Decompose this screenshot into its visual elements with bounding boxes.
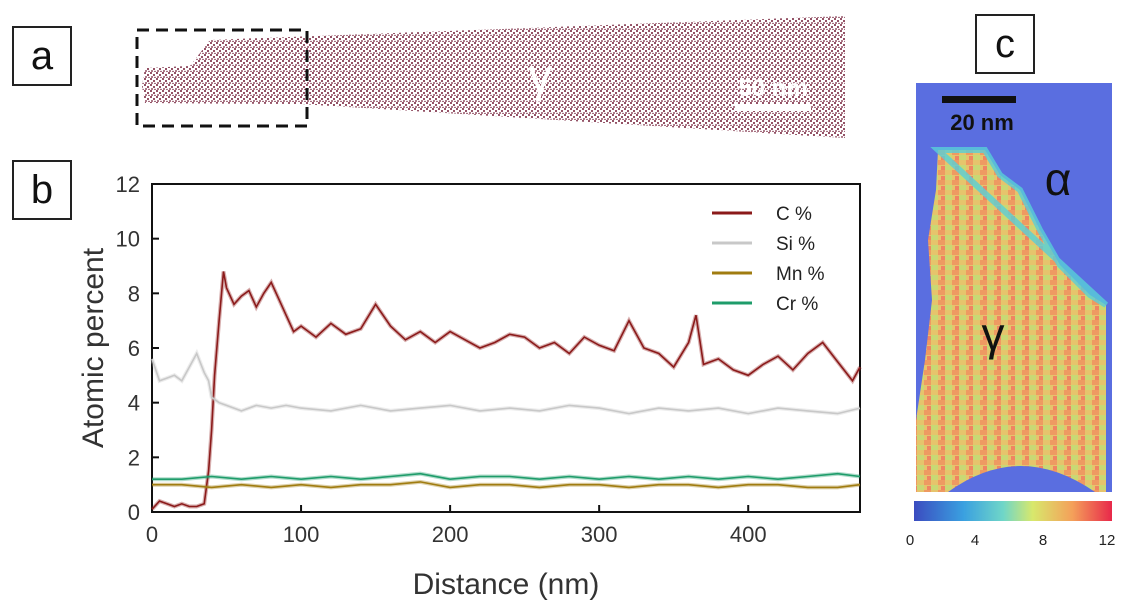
y-axis-ticks: 0 2 4 6 8 10 12 xyxy=(116,172,159,525)
series-band-si xyxy=(150,348,861,416)
x-tick-label: 400 xyxy=(730,522,767,547)
atom-map-needle xyxy=(142,16,845,138)
y-axis-label: Atomic percent xyxy=(77,247,110,448)
panel-b-letter: b xyxy=(30,167,54,212)
colorbar xyxy=(914,501,1112,521)
series-line-c xyxy=(151,271,861,510)
series-lines xyxy=(150,271,862,511)
colorbar-tick-0: 0 xyxy=(906,532,914,549)
colorbar-tick-8: 8 xyxy=(1039,532,1047,549)
scale-bar-50nm xyxy=(735,104,811,111)
panel-a-reconstruction: γ 50 nm xyxy=(135,16,845,138)
gamma-phase-label: γ xyxy=(529,50,552,102)
panel-label-a: a xyxy=(12,26,72,86)
alpha-phase-label: α xyxy=(1045,153,1072,205)
x-tick-label: 300 xyxy=(581,522,618,547)
series-band-c xyxy=(150,271,862,511)
panel-a-letter: a xyxy=(30,33,54,78)
y-tick-label: 0 xyxy=(128,500,140,525)
y-tick-label: 2 xyxy=(128,445,140,470)
y-tick-label: 10 xyxy=(116,227,140,252)
gamma-phase-label-c: γ xyxy=(982,308,1005,360)
x-tick-label: 100 xyxy=(283,522,320,547)
panel-b-chart: 0 100 200 300 400 0 2 4 6 8 10 12 Distance (nm) At… xyxy=(77,172,862,601)
series-line-mn xyxy=(152,481,861,489)
x-tick-label: 200 xyxy=(432,522,469,547)
map-bottom-cutout xyxy=(948,466,1095,492)
x-axis-ticks: 0 100 200 300 400 xyxy=(146,505,767,547)
chart-legend: C % Si % Mn % Cr % xyxy=(712,204,825,315)
gamma-region xyxy=(916,150,1106,492)
colorbar-tick-12: 12 xyxy=(1099,532,1116,549)
series-line-cr xyxy=(152,472,861,481)
legend-label-cr: Cr % xyxy=(776,294,818,315)
panel-c-letter: c xyxy=(995,21,1015,66)
plot-frame xyxy=(151,183,861,513)
legend-label-mn: Mn % xyxy=(776,264,825,285)
region-of-interest-box xyxy=(135,28,309,128)
x-axis-label: Distance (nm) xyxy=(413,568,600,601)
panel-c-map: 20 nm α γ 0 4 8 12 xyxy=(906,83,1116,549)
scale-bar-20nm xyxy=(942,96,1016,103)
colorbar-tick-4: 4 xyxy=(971,532,979,549)
scale-bar-label-50nm: 50 nm xyxy=(738,75,807,102)
legend-label-si: Si % xyxy=(776,234,815,255)
x-tick-label: 0 xyxy=(146,522,158,547)
legend-label-c: C % xyxy=(776,204,812,225)
gamma-region-edge xyxy=(930,147,1109,308)
y-tick-label: 6 xyxy=(128,336,140,361)
y-tick-label: 12 xyxy=(116,172,140,197)
y-tick-label: 4 xyxy=(128,391,140,416)
scale-bar-label-20nm: 20 nm xyxy=(950,110,1014,135)
panel-label-b: b xyxy=(12,160,72,220)
series-line-si xyxy=(151,351,861,415)
y-tick-label: 8 xyxy=(128,281,140,306)
panel-label-c: c xyxy=(975,14,1035,74)
